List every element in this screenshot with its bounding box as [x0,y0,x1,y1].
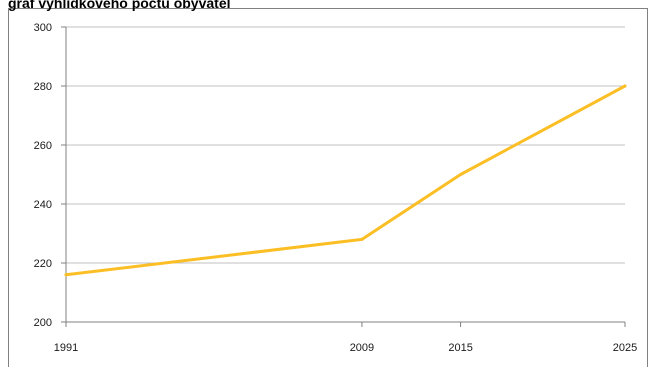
y-tick-label: 220 [34,258,52,270]
axes [61,27,625,327]
y-tick-label: 300 [34,22,52,34]
series-layer [65,85,627,277]
data-point-2015 [459,173,462,176]
data-point-2009 [360,238,363,241]
x-tick-label: 2015 [448,342,472,354]
x-tick-label: 1991 [54,342,78,354]
y-tick-label: 240 [34,199,52,211]
data-point-2025 [624,85,627,88]
gridlines [66,27,625,263]
data-point-1991 [65,273,68,276]
series-line-0 [66,86,625,275]
x-tick-label: 2009 [350,342,374,354]
y-tick-label: 280 [34,81,52,93]
y-tick-label: 200 [34,317,52,329]
tick-labels: 200 220 240 260 280 300 1991 2009 2015 2025 [34,22,638,354]
y-tick-label: 260 [34,140,52,152]
x-tick-label: 2025 [613,342,637,354]
